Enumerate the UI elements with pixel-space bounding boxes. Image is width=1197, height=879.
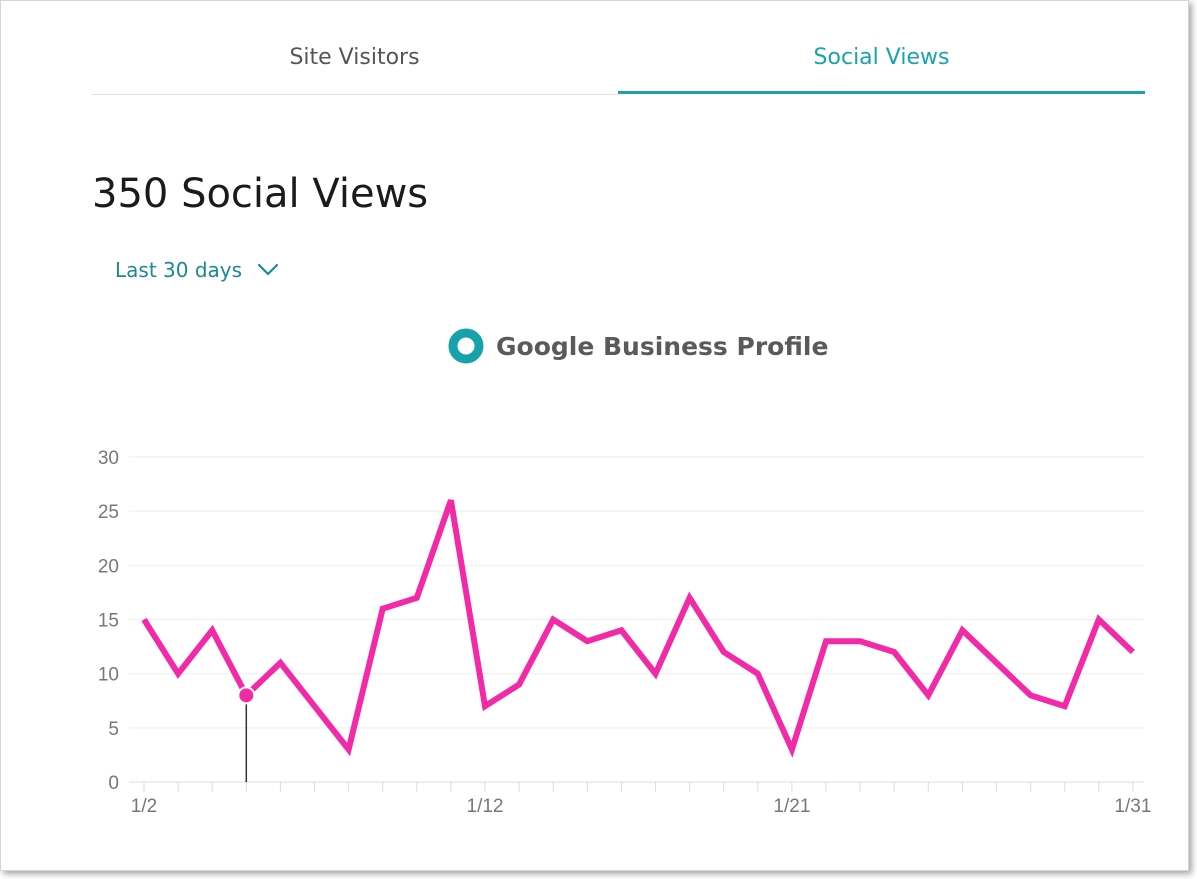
data-point <box>448 497 454 503</box>
data-point <box>789 747 795 753</box>
y-tick-label: 10 <box>98 665 119 686</box>
data-point <box>1096 617 1102 623</box>
tab-bar: Site Visitors Social Views <box>91 1 1145 95</box>
tab-social-views[interactable]: Social Views <box>618 1 1145 94</box>
tab-label: Site Visitors <box>289 45 420 70</box>
data-point <box>312 703 318 709</box>
tab-site-visitors[interactable]: Site Visitors <box>91 1 618 95</box>
data-point <box>141 617 147 623</box>
data-point <box>721 649 727 655</box>
data-point <box>414 595 420 601</box>
data-point <box>516 682 522 688</box>
data-point <box>653 671 659 677</box>
y-tick-label: 15 <box>98 611 119 632</box>
page-title: 350 Social Views <box>92 171 429 217</box>
data-point <box>891 649 897 655</box>
y-tick-label: 20 <box>98 556 119 577</box>
data-point <box>857 638 863 644</box>
y-tick-label: 0 <box>108 773 119 794</box>
series-line-google-business-profile <box>141 499 1135 758</box>
data-point <box>618 627 624 633</box>
x-tick-label: 1/2 <box>131 796 157 817</box>
data-point <box>994 660 1000 666</box>
data-point <box>346 747 352 753</box>
x-tick-label: 1/21 <box>773 796 810 817</box>
chart-legend[interactable]: Google Business Profile <box>448 328 828 364</box>
data-point <box>1130 649 1136 655</box>
tab-label: Social Views <box>813 45 950 70</box>
data-point <box>925 692 931 698</box>
y-tick-label: 5 <box>108 719 119 740</box>
data-point <box>277 660 283 666</box>
date-range-dropdown[interactable]: Last 30 days <box>115 255 280 285</box>
data-point <box>687 595 693 601</box>
legend-label: Google Business Profile <box>496 331 829 361</box>
data-point <box>584 638 590 644</box>
chevron-down-icon <box>257 263 279 276</box>
ring-marker-icon <box>448 328 484 364</box>
y-tick-label: 25 <box>98 502 119 523</box>
y-tick-label: 30 <box>98 448 119 469</box>
data-point <box>1062 703 1068 709</box>
x-tick-label: 1/31 <box>1114 796 1151 817</box>
data-point <box>550 617 556 623</box>
data-point <box>755 671 761 677</box>
data-point <box>482 703 488 709</box>
data-point <box>209 627 215 633</box>
data-point <box>1028 692 1034 698</box>
x-tick-label: 1/12 <box>467 796 504 817</box>
date-range-label: Last 30 days <box>115 258 243 282</box>
data-point <box>380 606 386 612</box>
data-point <box>959 627 965 633</box>
highlighted-data-point <box>237 686 256 705</box>
data-point <box>175 671 181 677</box>
data-point <box>823 638 829 644</box>
